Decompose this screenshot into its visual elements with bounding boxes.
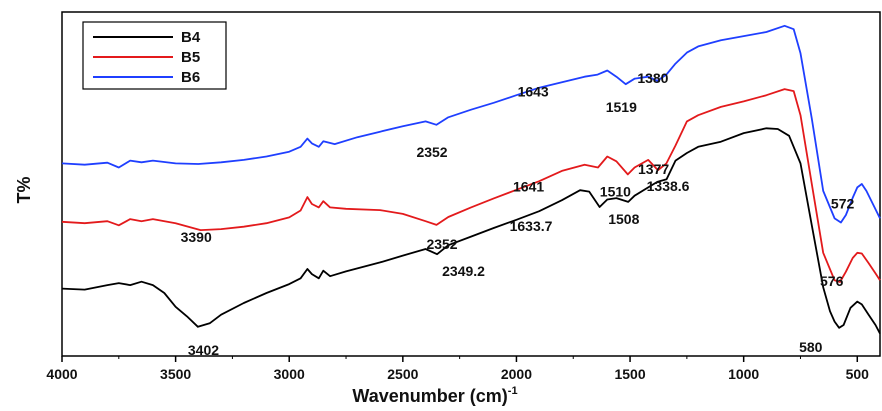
- peak-label: 2352: [426, 236, 457, 252]
- peak-label: 1510: [600, 183, 631, 199]
- peak-label: 1380: [637, 70, 668, 86]
- peak-label: 1338.6: [647, 178, 690, 194]
- peak-label: 1643: [518, 84, 549, 100]
- peak-label: 1508: [608, 211, 639, 227]
- peak-label: 1519: [606, 99, 637, 115]
- legend-label-b6: B6: [181, 69, 200, 86]
- x-tick-label: 3500: [160, 366, 191, 382]
- x-tick-label: 1500: [614, 366, 645, 382]
- series-layer: [61, 24, 881, 335]
- legend-label-b5: B5: [181, 49, 200, 66]
- plot-frame: [61, 11, 881, 357]
- peak-label: 3402: [188, 342, 219, 358]
- x-axis-label-superscript: -1: [508, 385, 518, 397]
- x-tick-label: 1000: [728, 366, 759, 382]
- peak-label: 1633.7: [510, 218, 553, 234]
- x-axis-label: Wavenumber (cm)-1: [352, 385, 517, 406]
- peak-label: 572: [831, 196, 855, 212]
- peak-label: 3390: [181, 229, 212, 245]
- x-tick-label: 2000: [501, 366, 532, 382]
- y-axis-label: T%: [14, 177, 34, 204]
- x-tick-label: 3000: [274, 366, 305, 382]
- peak-label: 580: [799, 339, 823, 355]
- x-tick-label: 500: [846, 366, 870, 382]
- series-line-b5: [61, 88, 881, 283]
- peak-label: 1377: [638, 161, 669, 177]
- peak-annotations: 3402 2349.2 1633.7 1508 1338.6 580 3390 2352 164…: [181, 70, 855, 358]
- x-tick-label: 2500: [387, 366, 418, 382]
- series-line-b6: [61, 24, 881, 224]
- series-line-b4: [61, 127, 881, 335]
- peak-label: 576: [820, 273, 844, 289]
- x-tick-label: 4000: [46, 366, 77, 382]
- x-axis-label-text: Wavenumber (cm): [352, 386, 507, 406]
- plot-border: [61, 11, 881, 357]
- legend-box: [82, 21, 227, 90]
- peak-label: 1641: [513, 178, 544, 194]
- legend: B4 B5 B6: [82, 21, 227, 90]
- legend-label-b4: B4: [181, 29, 201, 46]
- x-axis-ticks: 4000 3500 3000 2500 2000 1500 1000 500: [46, 356, 869, 382]
- peak-label: 2349.2: [442, 263, 485, 279]
- peak-label: 2352: [416, 144, 447, 160]
